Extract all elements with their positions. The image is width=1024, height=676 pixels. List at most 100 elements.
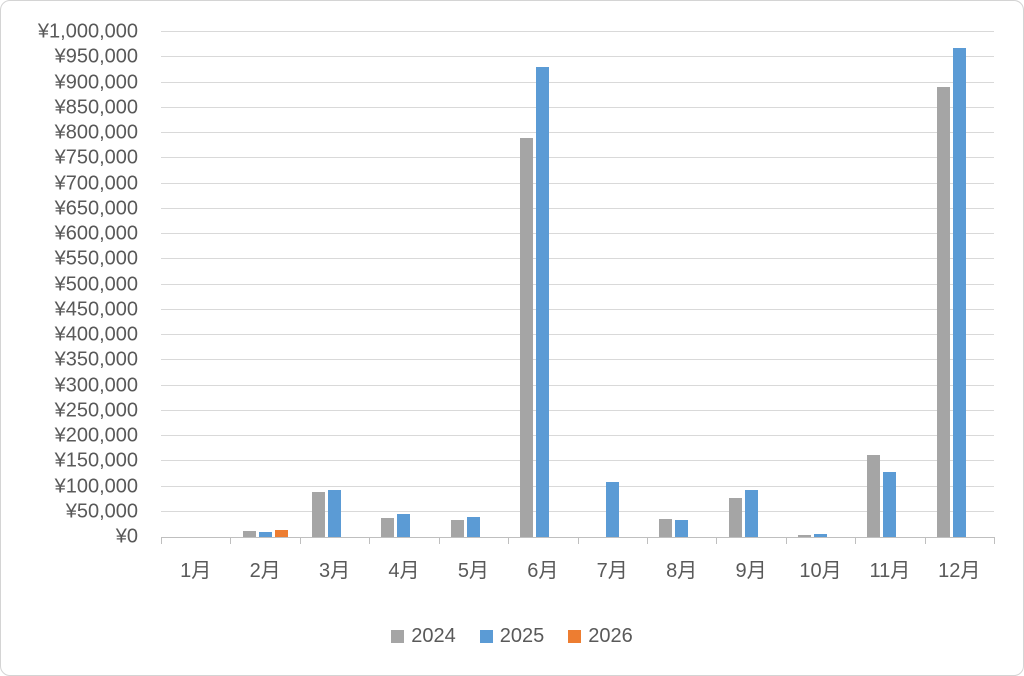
bar-slot: [172, 32, 188, 537]
x-axis-label-12月: 12月: [938, 560, 981, 582]
y-axis-tick-label: ¥500,000: [54, 273, 138, 295]
bar-slot: [535, 32, 551, 537]
gridline: [161, 132, 994, 133]
bar-2024-5月: [450, 519, 464, 537]
x-axis-label-6月: 6月: [527, 560, 559, 582]
x-axis-label-3月: 3月: [318, 560, 351, 582]
gridline: [161, 207, 994, 209]
bar-slot: [690, 32, 706, 537]
bar-slot: [828, 32, 844, 537]
gridline: [161, 81, 994, 83]
x-axis-tick: [646, 538, 648, 544]
x-axis-label-7月: 7月: [596, 560, 628, 582]
bar-slot: [327, 32, 343, 537]
x-axis-label-9月: 9月: [735, 560, 767, 582]
bar-slot: [273, 32, 289, 537]
y-axis-tick-label: ¥600,000: [54, 222, 138, 245]
legend-label: 2024: [411, 624, 456, 647]
y-axis-tick-label: ¥650,000: [54, 197, 138, 220]
bar-slot: [898, 32, 914, 537]
bar-2025-3月: [328, 489, 342, 537]
y-axis-tick-label: ¥800,000: [54, 121, 138, 144]
y-axis-tick-label: ¥350,000: [54, 348, 138, 371]
x-axis-label-10月: 10月: [799, 560, 842, 582]
gridline: [161, 106, 994, 108]
x-axis-tick: [924, 538, 926, 544]
bar-2024-9月: [728, 497, 742, 537]
bar-2025-12月: [952, 48, 966, 537]
x-axis-label-11月: 11月: [869, 560, 911, 582]
bar-slot: [674, 32, 690, 537]
x-axis-tick: [785, 538, 787, 544]
x-axis-tick: [299, 538, 301, 544]
bar-group-5月: [439, 32, 508, 537]
y-axis-tick-label: ¥200,000: [54, 424, 138, 447]
bar-group-10月: [786, 32, 855, 537]
gridline: [161, 308, 994, 310]
y-axis-tick-label: ¥450,000: [54, 298, 138, 321]
x-axis-tick: [230, 538, 232, 544]
x-axis-label-2月: 2月: [249, 560, 281, 582]
y-axis-tick-label: ¥750,000: [54, 146, 138, 169]
x-axis-label-1月: 1月: [180, 560, 212, 582]
x-axis-tick: [438, 538, 440, 544]
bar-slot: [604, 32, 620, 537]
bar-slot: [812, 32, 828, 537]
bar-group-3月: [300, 32, 369, 537]
gridline: [161, 258, 994, 260]
bar-slot: [951, 32, 967, 537]
plot-area: [161, 31, 994, 537]
bar-slot: [465, 32, 481, 537]
bar-2025-6月: [536, 67, 550, 537]
x-axis-line: [161, 537, 995, 538]
bar-slot: [188, 32, 204, 537]
y-axis-tick-label: ¥1,000,000: [37, 20, 138, 43]
bar-slot: [866, 32, 882, 537]
bar-2025-5月: [466, 517, 480, 537]
gridline: [161, 56, 994, 58]
y-axis-tick-label: ¥100,000: [54, 475, 138, 497]
x-axis-tick: [161, 538, 162, 544]
bar-slot: [481, 32, 497, 537]
bar-slot: [449, 32, 465, 537]
bar-2025-10月: [813, 533, 827, 537]
x-axis-label-5月: 5月: [457, 560, 489, 582]
y-axis-tick-label: ¥700,000: [54, 172, 138, 194]
bar-2025-11月: [883, 472, 897, 537]
y-axis-tick-label: ¥250,000: [54, 399, 138, 422]
bar-group-4月: [369, 32, 438, 537]
x-axis-tick: [508, 538, 510, 544]
y-axis-labels: ¥0 ¥50,000 ¥100,000 ¥150,000 ¥200,000 ¥250,00…: [1, 21, 138, 548]
bar-2026-2月: [274, 530, 288, 537]
y-axis-tick-label: ¥850,000: [54, 96, 138, 119]
bar-group-12月: [925, 32, 994, 537]
bar-slot: [727, 32, 743, 537]
bar-slot: [519, 32, 535, 537]
bar-slot: [658, 32, 674, 537]
y-axis-tick-label: ¥50,000: [65, 500, 138, 523]
legend: 2024 2025 2026: [1, 621, 1023, 651]
bar-slot: [620, 32, 636, 537]
bar-slot: [796, 32, 812, 537]
bar-group-6月: [508, 32, 577, 537]
y-axis-tick-label: ¥400,000: [54, 323, 138, 346]
bar-slot: [396, 32, 412, 537]
legend-swatch-icon: [479, 629, 493, 643]
legend-item-2024: 2024: [391, 625, 456, 648]
y-axis-tick-label: ¥300,000: [54, 374, 138, 396]
gridline: [161, 334, 994, 335]
y-axis-tick-label: ¥950,000: [54, 45, 138, 68]
bar-2024-2月: [242, 531, 256, 537]
y-axis-tick-label: ¥150,000: [54, 449, 138, 472]
bar-2025-7月: [605, 482, 619, 537]
bar-group-1月: [161, 32, 230, 537]
x-axis-tick: [994, 538, 995, 544]
bar-slot: [204, 32, 220, 537]
bar-slot: [241, 32, 257, 537]
bar-2024-10月: [797, 534, 811, 537]
bar-2025-9月: [744, 490, 758, 537]
bar-slot: [882, 32, 898, 537]
x-axis-label-8月: 8月: [666, 560, 698, 582]
gridline: [161, 435, 994, 436]
y-axis-tick-label: ¥0: [115, 525, 138, 548]
